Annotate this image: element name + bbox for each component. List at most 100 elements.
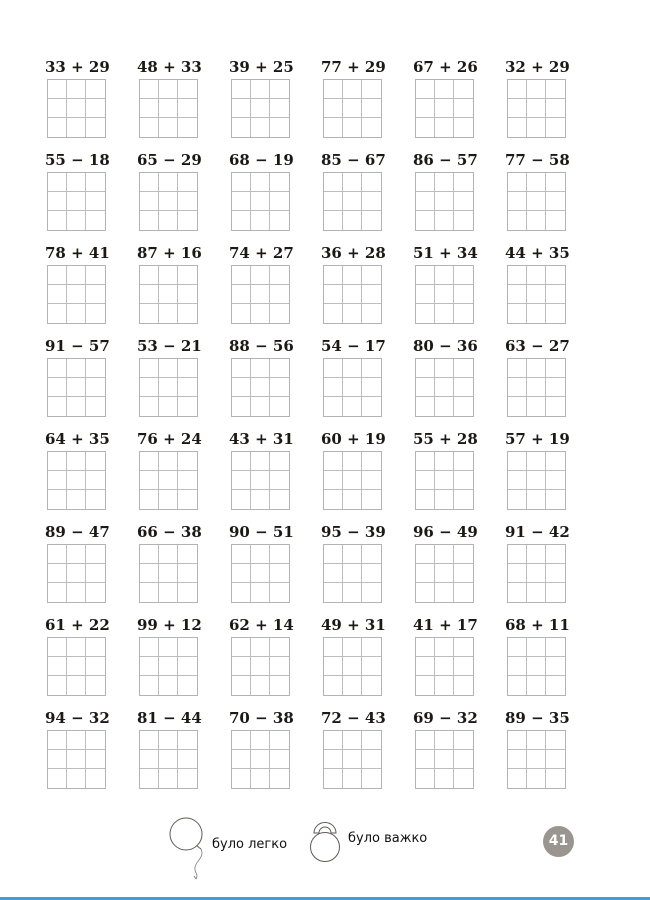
answer-cell[interactable] (231, 192, 251, 211)
answer-cell[interactable] (231, 471, 251, 490)
answer-cell[interactable] (361, 657, 381, 676)
answer-cell[interactable] (508, 769, 527, 788)
answer-cell[interactable] (47, 99, 67, 118)
answer-cell[interactable] (507, 173, 527, 192)
answer-cell[interactable] (545, 285, 565, 304)
answer-cell[interactable] (362, 211, 381, 230)
answer-cell[interactable] (139, 657, 159, 676)
answer-cell[interactable] (434, 750, 454, 769)
answer-cell[interactable] (545, 471, 565, 490)
answer-cell[interactable] (323, 471, 343, 490)
answer-cell[interactable] (508, 676, 527, 695)
answer-cell[interactable] (177, 359, 197, 378)
answer-cell[interactable] (231, 545, 251, 564)
answer-cell[interactable] (415, 285, 435, 304)
answer-cell[interactable] (139, 564, 159, 583)
answer-cell[interactable] (66, 173, 86, 192)
answer-cell[interactable] (361, 99, 381, 118)
answer-cell[interactable] (361, 80, 381, 99)
answer-cell[interactable] (454, 490, 473, 509)
answer-cell[interactable] (177, 564, 197, 583)
answer-cell[interactable] (250, 80, 270, 99)
answer-cell[interactable] (415, 378, 435, 397)
answer-cell[interactable] (526, 750, 546, 769)
answer-cell[interactable] (86, 118, 105, 137)
balloon-icon[interactable] (166, 816, 210, 880)
answer-cell[interactable] (66, 750, 86, 769)
answer-cell[interactable] (434, 266, 454, 285)
answer-cell[interactable] (415, 452, 435, 471)
answer-cell[interactable] (269, 750, 289, 769)
answer-cell[interactable] (342, 471, 362, 490)
answer-cell[interactable] (507, 285, 527, 304)
answer-cell[interactable] (48, 397, 67, 416)
answer-cell[interactable] (343, 304, 362, 323)
answer-cell[interactable] (508, 583, 527, 602)
answer-cell[interactable] (323, 378, 343, 397)
answer-cell[interactable] (323, 750, 343, 769)
answer-cell[interactable] (86, 304, 105, 323)
answer-cell[interactable] (177, 80, 197, 99)
answer-cell[interactable] (526, 266, 546, 285)
answer-cell[interactable] (67, 676, 86, 695)
answer-cell[interactable] (158, 452, 178, 471)
answer-cell[interactable] (231, 378, 251, 397)
answer-cell[interactable] (158, 731, 178, 750)
answer-cell[interactable] (86, 211, 105, 230)
answer-cell[interactable] (269, 657, 289, 676)
answer-cell[interactable] (158, 657, 178, 676)
answer-cell[interactable] (361, 173, 381, 192)
answer-cell[interactable] (507, 545, 527, 564)
answer-cell[interactable] (178, 769, 197, 788)
answer-cell[interactable] (526, 285, 546, 304)
answer-cell[interactable] (361, 545, 381, 564)
answer-cell[interactable] (342, 285, 362, 304)
answer-cell[interactable] (416, 118, 435, 137)
answer-cell[interactable] (434, 471, 454, 490)
answer-cell[interactable] (323, 192, 343, 211)
answer-cell[interactable] (159, 583, 178, 602)
answer-cell[interactable] (270, 583, 289, 602)
answer-cell[interactable] (47, 80, 67, 99)
answer-cell[interactable] (139, 638, 159, 657)
answer-cell[interactable] (250, 266, 270, 285)
answer-cell[interactable] (343, 490, 362, 509)
answer-cell[interactable] (85, 731, 105, 750)
answer-cell[interactable] (453, 285, 473, 304)
answer-cell[interactable] (231, 80, 251, 99)
answer-cell[interactable] (86, 769, 105, 788)
answer-cell[interactable] (270, 490, 289, 509)
answer-cell[interactable] (508, 304, 527, 323)
answer-cell[interactable] (177, 378, 197, 397)
answer-cell[interactable] (362, 583, 381, 602)
answer-cell[interactable] (324, 490, 343, 509)
answer-cell[interactable] (251, 769, 270, 788)
answer-cell[interactable] (177, 285, 197, 304)
answer-cell[interactable] (231, 564, 251, 583)
answer-cell[interactable] (323, 99, 343, 118)
answer-cell[interactable] (178, 211, 197, 230)
answer-cell[interactable] (231, 173, 251, 192)
answer-cell[interactable] (269, 285, 289, 304)
answer-cell[interactable] (139, 750, 159, 769)
answer-cell[interactable] (269, 471, 289, 490)
answer-cell[interactable] (324, 769, 343, 788)
answer-cell[interactable] (250, 192, 270, 211)
answer-cell[interactable] (47, 266, 67, 285)
answer-cell[interactable] (250, 173, 270, 192)
answer-cell[interactable] (269, 80, 289, 99)
answer-cell[interactable] (343, 118, 362, 137)
answer-cell[interactable] (270, 118, 289, 137)
answer-cell[interactable] (140, 211, 159, 230)
answer-cell[interactable] (139, 545, 159, 564)
answer-cell[interactable] (158, 378, 178, 397)
answer-cell[interactable] (415, 545, 435, 564)
answer-cell[interactable] (323, 545, 343, 564)
answer-cell[interactable] (324, 583, 343, 602)
answer-cell[interactable] (86, 397, 105, 416)
answer-cell[interactable] (47, 638, 67, 657)
answer-cell[interactable] (251, 304, 270, 323)
answer-cell[interactable] (158, 359, 178, 378)
answer-cell[interactable] (85, 173, 105, 192)
answer-cell[interactable] (66, 359, 86, 378)
